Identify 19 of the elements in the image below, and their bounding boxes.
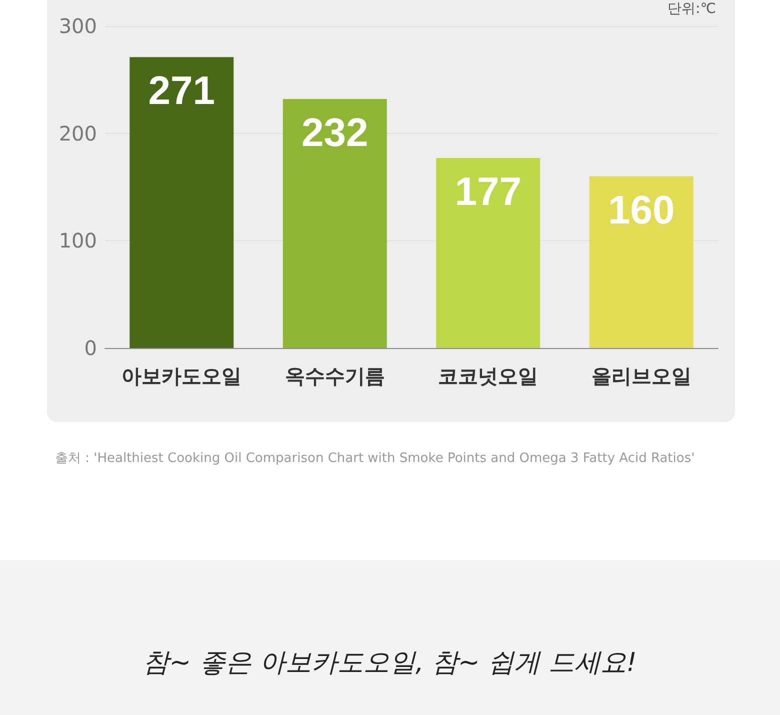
bar <box>130 57 234 348</box>
y-tick-label: 300 <box>58 14 97 38</box>
bar <box>436 158 540 348</box>
y-axis-title: 단위:℃ <box>668 1 716 17</box>
y-tick-label: 200 <box>58 121 97 146</box>
text: 참~ 좋은 아보카도오일, 참~ 쉽게 드세요! <box>143 648 637 678</box>
data-label: 271 <box>148 69 215 114</box>
bar <box>589 176 694 348</box>
x-tick-label: 올리브오일 <box>591 364 692 388</box>
data-label: 232 <box>302 110 368 155</box>
x-tick-label: 코코넛오일 <box>438 364 538 388</box>
data-label: 160 <box>608 188 675 232</box>
source-note: 출처 : 'Healthiest Cooking Oil Comparison Chart with Smoke Points and Omega 3 Fatty Acid Ratios' <box>55 451 695 466</box>
x-tick-label: 아보카도오일 <box>122 364 242 388</box>
bar <box>282 98 387 348</box>
y-tick-label: 0 <box>84 336 97 360</box>
data-label: 177 <box>454 170 522 214</box>
y-tick-label: 100 <box>58 228 97 253</box>
x-tick-label: 옥수수기름 <box>284 364 385 388</box>
